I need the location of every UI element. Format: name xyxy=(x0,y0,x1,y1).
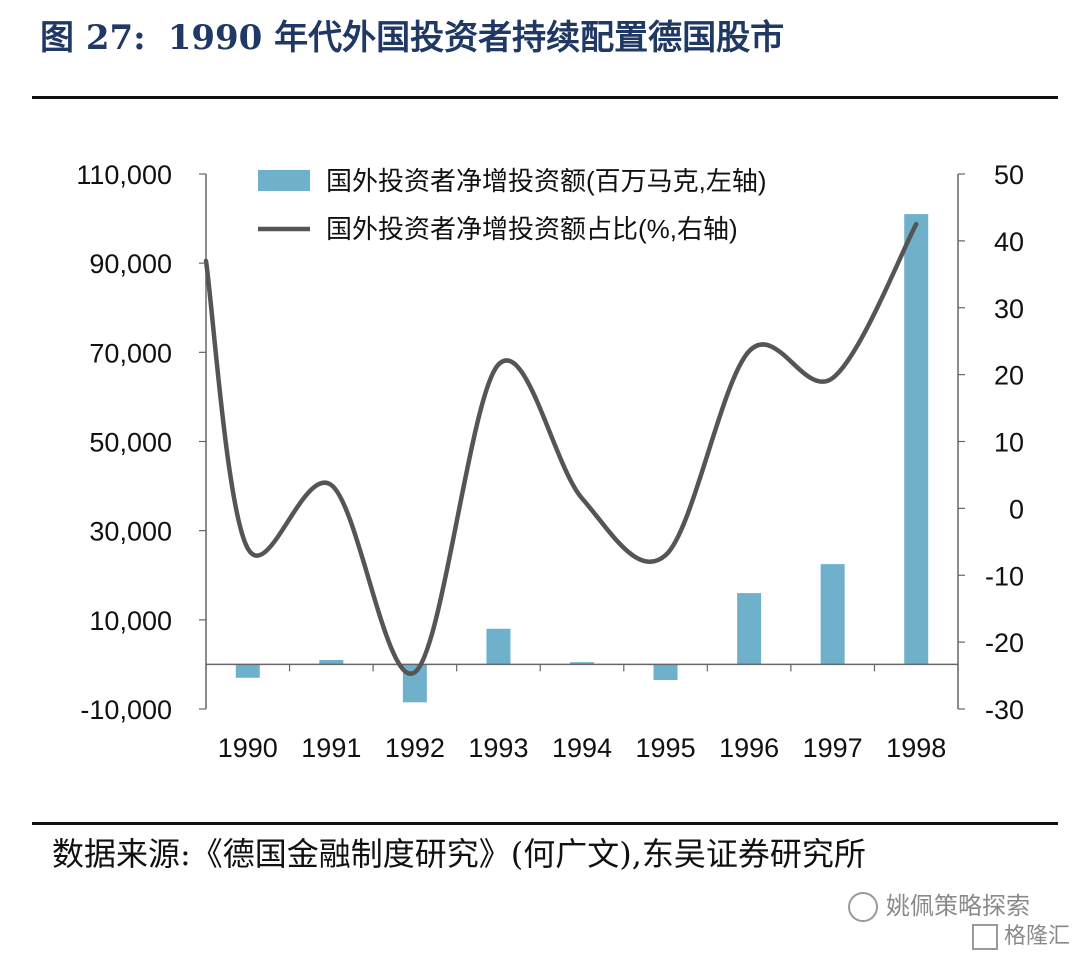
bar-1990 xyxy=(235,664,260,678)
line-series-share-pct xyxy=(203,221,919,676)
bar-1996 xyxy=(737,593,762,665)
legend-bar-swatch xyxy=(258,170,310,191)
watermark-account-text: 姚佩策略探索 xyxy=(886,892,1030,920)
figure-number: 图 27: xyxy=(40,18,146,58)
x-tick-label: 1997 xyxy=(803,733,863,763)
right-y-tick-label: 0 xyxy=(1009,494,1024,524)
right-y-tick-label: 20 xyxy=(994,361,1024,391)
right-y-tick-label: 50 xyxy=(994,160,1024,190)
right-y-tick-label: 10 xyxy=(994,428,1024,458)
source-note: 数据来源:《德国金融制度研究》(何广文),东吴证券研究所 xyxy=(52,835,866,873)
gelonghui-logo-icon xyxy=(971,924,998,950)
x-tick-label: 1993 xyxy=(468,733,528,763)
figure-title: 图 27: 1990 年代外国投资者持续配置德国股市 xyxy=(40,8,784,68)
x-tick-label: 1994 xyxy=(552,733,612,763)
x-tick-label: 1990 xyxy=(218,733,278,763)
left-y-tick-label: 90,000 xyxy=(89,249,172,279)
bar-1991 xyxy=(319,659,344,665)
left-y-tick-label: 50,000 xyxy=(89,428,172,458)
bar-1993 xyxy=(486,628,511,665)
left-y-tick-label: 70,000 xyxy=(89,338,172,368)
left-y-tick-label: 10,000 xyxy=(89,606,172,636)
x-tick-label: 1995 xyxy=(636,733,696,763)
watermark-brand-text: 格隆汇 xyxy=(1003,924,1070,949)
bar-1997 xyxy=(820,564,845,665)
x-tick-label: 1991 xyxy=(301,733,361,763)
x-tick-label: 1998 xyxy=(886,733,946,763)
left-y-tick-label: 30,000 xyxy=(89,517,172,547)
legend-bar-label: 国外投资者净增投资额(百万马克,左轴) xyxy=(326,166,767,196)
right-y-tick-label: -30 xyxy=(985,695,1024,725)
bottom-rule xyxy=(32,822,1058,825)
right-y-tick-label: -20 xyxy=(985,628,1024,658)
right-y-tick-label: -10 xyxy=(985,561,1024,591)
chart: -10,000 10,000 30,000 50,000 70,000 90,000 110… xyxy=(76,160,1024,763)
figure-title-text: 1990 年代外国投资者持续配置德国股市 xyxy=(167,18,785,58)
right-y-tick-label: 30 xyxy=(994,294,1024,324)
right-y-tick-label: 40 xyxy=(994,227,1024,257)
wechat-icon xyxy=(848,892,878,922)
left-y-tick-label: -10,000 xyxy=(80,695,172,725)
watermark: 姚佩策略探索 格隆汇 xyxy=(790,880,1070,950)
bar-1998 xyxy=(904,214,929,665)
watermark-brand: 格隆汇 xyxy=(971,918,1070,950)
watermark-account: 姚佩策略探索 xyxy=(848,886,1030,922)
left-y-tick-label: 110,000 xyxy=(76,160,172,190)
x-tick-label: 1992 xyxy=(385,733,445,763)
x-tick-label: 1996 xyxy=(719,733,779,763)
top-rule xyxy=(32,96,1058,99)
bar-1994 xyxy=(570,662,594,665)
legend-line-label: 国外投资者净增投资额占比(%,右轴) xyxy=(326,214,738,244)
bar-1995 xyxy=(653,664,678,681)
